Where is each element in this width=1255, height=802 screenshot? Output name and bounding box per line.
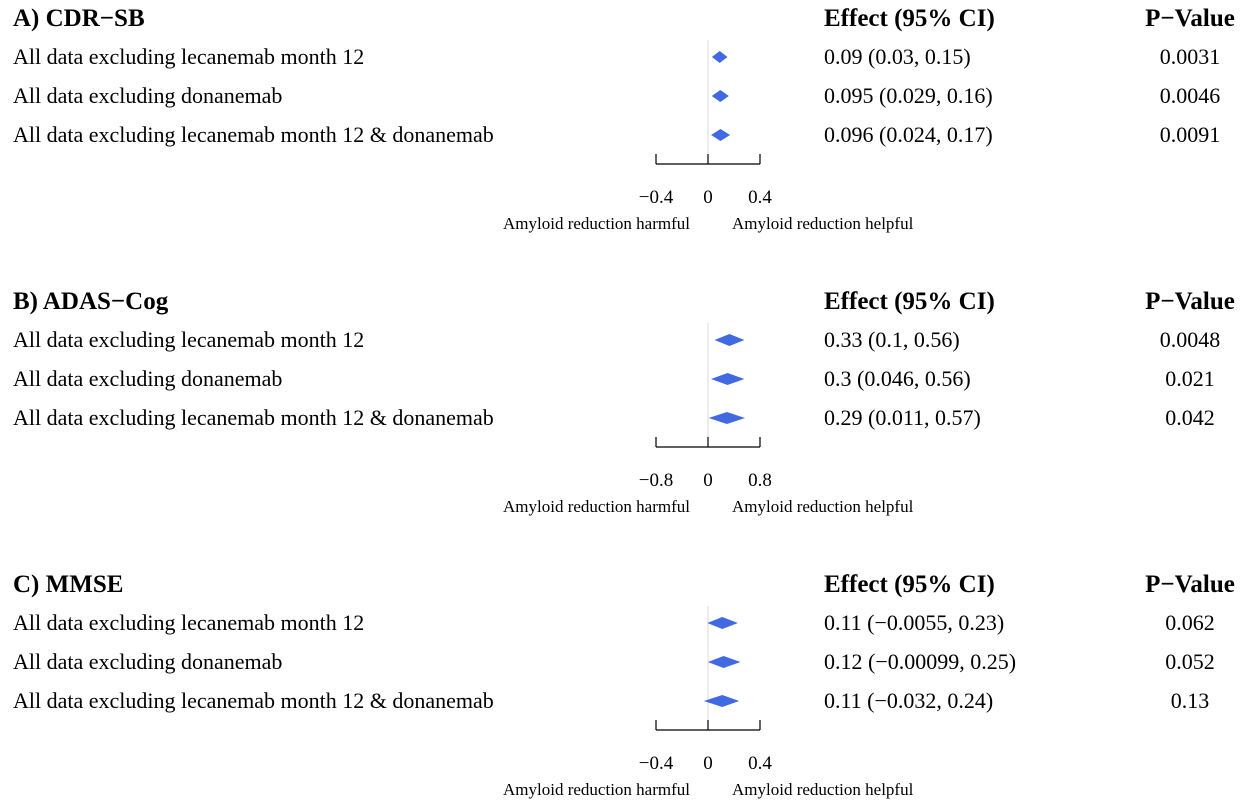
harmful-direction-label: Amyloid reduction harmful xyxy=(503,497,690,516)
effect-ci-value: 0.33 (0.1, 0.56) xyxy=(824,327,960,352)
p-value: 0.0091 xyxy=(1160,122,1221,147)
effect-ci-value: 0.09 (0.03, 0.15) xyxy=(824,44,971,69)
row-label: All data excluding lecanemab month 12 & … xyxy=(13,688,494,713)
effect-header: Effect (95% CI) xyxy=(824,288,995,315)
x-tick-label: 0 xyxy=(703,753,713,774)
effect-diamond xyxy=(707,656,741,668)
row-label: All data excluding lecanemab month 12 xyxy=(13,327,364,352)
row-label: All data excluding donanemab xyxy=(13,649,282,674)
p-value: 0.021 xyxy=(1165,366,1215,391)
forest-panel-3: C) MMSE Effect (95% CI) P−Value All data ex… xyxy=(13,571,1235,799)
row-label: All data excluding lecanemab month 12 xyxy=(13,610,364,635)
p-value: 0.0031 xyxy=(1160,44,1221,69)
pvalue-header: P−Value xyxy=(1145,571,1235,598)
helpful-direction-label: Amyloid reduction helpful xyxy=(732,497,914,516)
p-value: 0.0048 xyxy=(1160,327,1221,352)
x-tick-label: 0.4 xyxy=(748,187,772,208)
p-value: 0.062 xyxy=(1165,610,1215,635)
effect-diamond xyxy=(714,334,745,346)
helpful-direction-label: Amyloid reduction helpful xyxy=(732,214,914,233)
x-tick-label: 0.4 xyxy=(748,753,772,774)
panel-title: A) CDR−SB xyxy=(13,5,145,32)
row-label: All data excluding donanemab xyxy=(13,366,282,391)
harmful-direction-label: Amyloid reduction harmful xyxy=(503,780,690,799)
x-tick-label: −0.4 xyxy=(639,753,674,774)
x-tick-label: 0 xyxy=(703,187,713,208)
p-value: 0.13 xyxy=(1171,688,1210,713)
helpful-direction-label: Amyloid reduction helpful xyxy=(732,780,914,799)
row-label: All data excluding donanemab xyxy=(13,83,282,108)
effect-ci-value: 0.096 (0.024, 0.17) xyxy=(824,122,993,147)
effect-header: Effect (95% CI) xyxy=(824,571,995,598)
row-label: All data excluding lecanemab month 12 xyxy=(13,44,364,69)
forest-panel-1: A) CDR−SB Effect (95% CI) P−Value All data … xyxy=(13,5,1235,233)
forest-panel-2: B) ADAS−Cog Effect (95% CI) P−Value All dat… xyxy=(13,288,1235,516)
x-tick-label: 0.8 xyxy=(748,470,772,491)
p-value: 0.0046 xyxy=(1160,83,1221,108)
row-label: All data excluding lecanemab month 12 & … xyxy=(13,122,494,147)
row-label: All data excluding lecanemab month 12 & … xyxy=(13,405,494,430)
pvalue-header: P−Value xyxy=(1145,5,1235,32)
effect-diamond xyxy=(708,412,746,424)
effect-ci-value: 0.095 (0.029, 0.16) xyxy=(824,83,993,108)
pvalue-header: P−Value xyxy=(1145,288,1235,315)
effect-diamond xyxy=(703,695,740,707)
effect-ci-value: 0.11 (−0.0055, 0.23) xyxy=(824,610,1004,635)
effect-ci-value: 0.12 (−0.00099, 0.25) xyxy=(824,649,1016,674)
harmful-direction-label: Amyloid reduction harmful xyxy=(503,214,690,233)
effect-diamond xyxy=(711,90,729,102)
panel-title: B) ADAS−Cog xyxy=(13,288,169,315)
x-tick-label: 0 xyxy=(703,470,713,491)
effect-diamond xyxy=(707,617,738,629)
effect-ci-value: 0.11 (−0.032, 0.24) xyxy=(824,688,993,713)
x-tick-label: −0.4 xyxy=(639,187,674,208)
p-value: 0.042 xyxy=(1165,405,1215,430)
effect-ci-value: 0.3 (0.046, 0.56) xyxy=(824,366,971,391)
p-value: 0.052 xyxy=(1165,649,1215,674)
effect-header: Effect (95% CI) xyxy=(824,5,995,32)
x-tick-label: −0.8 xyxy=(639,470,673,491)
effect-ci-value: 0.29 (0.011, 0.57) xyxy=(824,405,981,430)
effect-diamond xyxy=(711,51,728,63)
effect-diamond xyxy=(711,129,731,141)
effect-diamond xyxy=(710,373,745,385)
panel-title: C) MMSE xyxy=(13,571,123,598)
